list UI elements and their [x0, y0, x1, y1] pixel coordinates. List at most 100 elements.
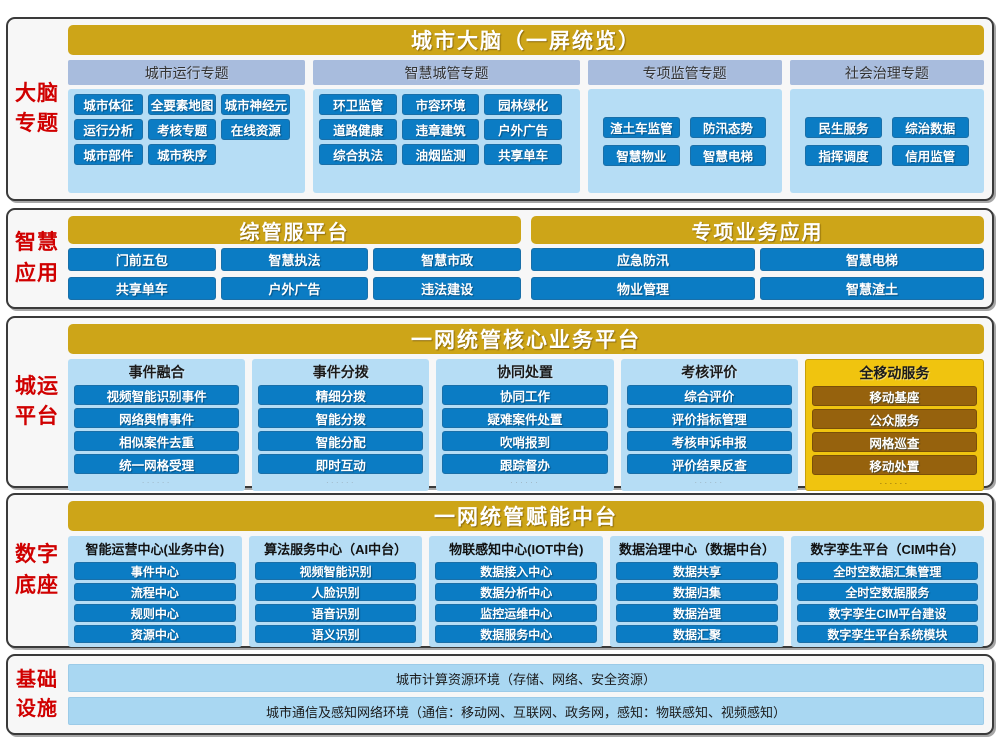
brain-item[interactable]: 城市秩序 [147, 144, 217, 165]
base-item[interactable]: 全时空数据服务 [796, 583, 978, 601]
base-item[interactable]: 语音识别 [254, 604, 417, 622]
base-item[interactable]: 数据接入中心 [435, 562, 598, 580]
core-item[interactable]: 疑难案件处置 [442, 408, 608, 428]
core-item[interactable]: 网络舆情事件 [74, 408, 240, 428]
base-item[interactable]: 全时空数据汇集管理 [796, 562, 978, 580]
base-item[interactable]: 数据服务中心 [435, 625, 598, 643]
core-item[interactable]: 网格巡查 [811, 432, 978, 452]
row-label-line-1: 城运 [15, 374, 59, 398]
core-item[interactable]: 统一网格受理 [74, 454, 240, 474]
base-item[interactable]: 资源中心 [74, 625, 236, 643]
core-item[interactable]: 跟踪督办 [442, 454, 608, 474]
base-item[interactable]: 数字孪生平台系统模块 [796, 625, 978, 643]
app-item[interactable]: 智慧渣土 [760, 276, 984, 300]
brain-item[interactable]: 园林绿化 [484, 94, 562, 115]
app-item[interactable]: 户外广告 [220, 276, 369, 300]
base-item[interactable]: 数据汇聚 [616, 625, 778, 643]
brain-item[interactable]: 智慧电梯 [689, 144, 767, 166]
city-brain-columns: 城市运行专题 城市体征 全要素地图 城市神经元 运行分析 考核专题 在线资源 城… [68, 60, 984, 193]
app-item[interactable]: 物业管理 [531, 276, 755, 300]
core-item[interactable]: 精细分拨 [258, 385, 424, 405]
brain-item[interactable]: 智慧物业 [603, 144, 680, 166]
infra-bar-communication-network[interactable]: 城市通信及感知网络环境（通信：移动网、互联网、政务网，感知：物联感知、视频感知） [68, 697, 984, 725]
app-item[interactable]: 智慧市政 [373, 248, 522, 271]
core-item[interactable]: 综合评价 [626, 385, 792, 405]
brain-item[interactable]: 渣土车监管 [603, 116, 680, 138]
more-items-dots: ······ [325, 477, 356, 487]
core-item[interactable]: 视频智能识别事件 [74, 385, 240, 405]
brain-item[interactable]: 市容环境 [401, 94, 480, 115]
infra-bar-computing-resources[interactable]: 城市计算资源环境（存储、网络、安全资源） [68, 664, 984, 692]
row-label-city-brain: 大脑 专题 [8, 19, 66, 199]
app-item[interactable]: 共享单车 [68, 276, 216, 300]
core-item[interactable]: 移动基座 [811, 386, 978, 406]
core-item[interactable]: 即时互动 [258, 454, 424, 474]
base-item[interactable]: 事件中心 [74, 562, 236, 580]
section-body-city-brain: 城市大脑（一屏统览） 城市运行专题 城市体征 全要素地图 城市神经元 运行分析 … [66, 19, 992, 199]
brain-item[interactable]: 违章建筑 [401, 119, 480, 140]
brain-item[interactable]: 全要素地图 [147, 94, 217, 115]
brain-item[interactable]: 油烟监测 [401, 144, 480, 165]
brain-item[interactable]: 民生服务 [805, 116, 882, 138]
core-column-assessment-evaluation: 考核评价 综合评价 评价指标管理 考核申诉申报 评价结果反查 ······ [620, 359, 798, 491]
base-item[interactable]: 数字孪生CIM平台建设 [796, 604, 978, 622]
brain-item[interactable]: 运行分析 [74, 119, 143, 140]
brain-item[interactable]: 防汛态势 [689, 116, 767, 138]
base-item[interactable]: 语义识别 [254, 625, 417, 643]
core-column-title: 考核评价 [681, 364, 738, 380]
app-item[interactable]: 门前五包 [68, 248, 216, 271]
banner-city-brain: 城市大脑（一屏统览） [68, 25, 984, 55]
base-column-digital-twin-platform: 数字孪生平台（CIM中台） 全时空数据汇集管理 全时空数据服务 数字孪生CIM平… [790, 536, 984, 647]
row-label-line-2: 底座 [15, 573, 59, 597]
brain-item[interactable]: 城市体征 [74, 94, 143, 115]
base-item[interactable]: 数据共享 [616, 562, 778, 580]
core-item[interactable]: 协同工作 [442, 385, 608, 405]
core-item[interactable]: 考核申诉申报 [626, 431, 792, 451]
core-item[interactable]: 吹哨报到 [442, 431, 608, 451]
core-column-title: 事件分拨 [312, 364, 369, 380]
core-item[interactable]: 评价指标管理 [626, 408, 792, 428]
core-platform-columns: 事件融合 视频智能识别事件 网络舆情事件 相似案件去重 统一网格受理 ·····… [68, 359, 985, 491]
base-item[interactable]: 数据归集 [616, 583, 778, 601]
brain-item[interactable]: 考核专题 [147, 119, 217, 140]
base-item[interactable]: 人脸识别 [254, 583, 417, 601]
core-item[interactable]: 公众服务 [811, 409, 978, 429]
brain-item[interactable]: 共享单车 [484, 144, 562, 165]
base-item[interactable]: 监控运维中心 [435, 604, 598, 622]
base-item[interactable]: 数据分析中心 [435, 583, 598, 601]
section-infrastructure: 基础 设施 城市计算资源环境（存储、网络、安全资源） 城市通信及感知网络环境（通… [6, 654, 994, 735]
brain-item[interactable]: 在线资源 [221, 119, 291, 140]
brain-column-items: 渣土车监管 防汛态势 智慧物业 智慧电梯 [587, 89, 782, 193]
app-item[interactable]: 违法建设 [373, 276, 522, 300]
brain-item[interactable]: 道路健康 [319, 119, 397, 140]
brain-item[interactable]: 指挥调度 [805, 144, 882, 166]
brain-column-title: 社会治理专题 [789, 60, 984, 85]
app-item[interactable]: 应急防汛 [531, 248, 755, 271]
core-item[interactable]: 评价结果反查 [626, 454, 792, 474]
banner-integrated-platform: 综管服平台 [68, 216, 521, 244]
core-item[interactable]: 智能分拨 [258, 408, 424, 428]
section-body-infrastructure: 城市计算资源环境（存储、网络、安全资源） 城市通信及感知网络环境（通信：移动网、… [66, 656, 992, 733]
row-label-infrastructure: 基础 设施 [8, 656, 66, 733]
core-item[interactable]: 智能分配 [258, 431, 424, 451]
brain-item[interactable]: 环卫监管 [319, 94, 397, 115]
brain-item[interactable]: 城市部件 [74, 144, 143, 165]
base-item[interactable]: 数据治理 [616, 604, 778, 622]
core-column-title: 全移动服务 [859, 365, 930, 381]
core-item[interactable]: 相似案件去重 [74, 431, 240, 451]
base-column-data-governance-center: 数据治理中心（数据中台） 数据共享 数据归集 数据治理 数据汇聚 [610, 536, 784, 647]
core-item[interactable]: 移动处置 [811, 455, 978, 475]
app-item[interactable]: 智慧电梯 [760, 248, 984, 271]
brain-item[interactable]: 信用监管 [891, 144, 969, 166]
base-item[interactable]: 流程中心 [74, 583, 236, 601]
row-label-digital-foundation: 数字 底座 [8, 495, 66, 646]
brain-item[interactable]: 户外广告 [484, 119, 562, 140]
base-item[interactable]: 规则中心 [74, 604, 236, 622]
base-item[interactable]: 视频智能识别 [254, 562, 417, 580]
brain-item[interactable]: 综合执法 [319, 144, 397, 165]
app-item[interactable]: 智慧执法 [220, 248, 369, 271]
app-grid-row: 物业管理 智慧渣土 [531, 276, 984, 302]
base-column-title: 算法服务中心（AI中台） [264, 542, 408, 557]
brain-item[interactable]: 综治数据 [891, 116, 969, 138]
brain-item[interactable]: 城市神经元 [221, 94, 291, 115]
